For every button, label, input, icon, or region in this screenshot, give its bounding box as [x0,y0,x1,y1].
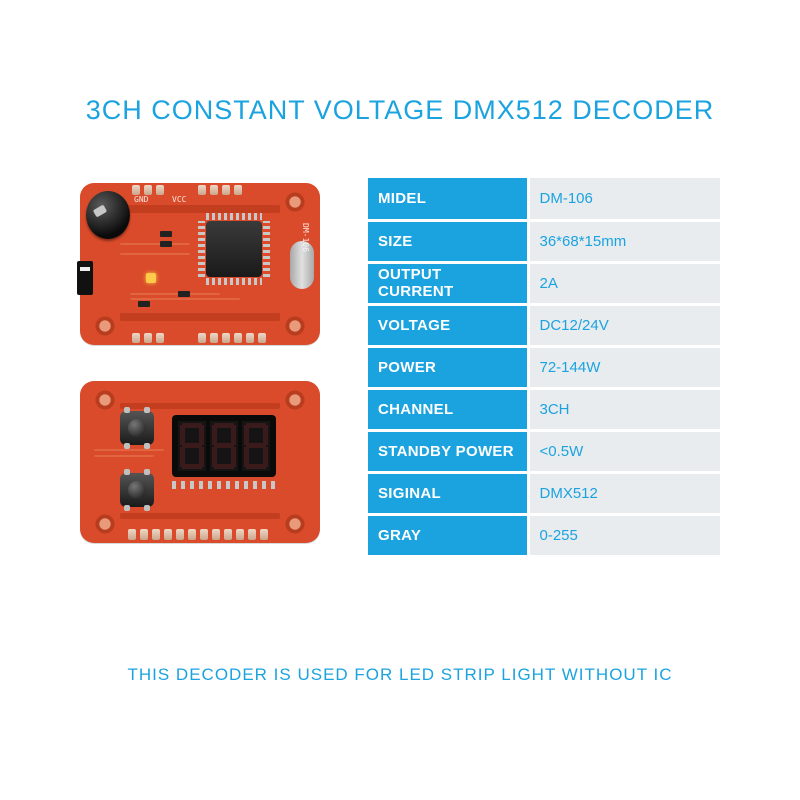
table-row: STANDBY POWER <0.5W [368,430,720,472]
spec-value: DC12/24V [528,304,720,346]
status-led-icon [146,273,156,283]
table-row: SIZE 36*68*15mm [368,220,720,262]
spec-value: 2A [528,262,720,304]
silk-label: GND [134,195,148,204]
table-row: VOLTAGE DC12/24V [368,304,720,346]
pcb-image-column: GND VCC DM-106 [80,178,340,558]
spec-table: MIDEL DM-106 SIZE 36*68*15mm OUTPUT CURR… [368,178,720,558]
spec-label: VOLTAGE [368,304,528,346]
spec-label: SIZE [368,220,528,262]
spec-value: <0.5W [528,430,720,472]
tact-button-icon [120,473,154,507]
spec-value: 72-144W [528,346,720,388]
spec-label: CHANNEL [368,388,528,430]
mosfet-icon [77,261,93,295]
table-row: CHANNEL 3CH [368,388,720,430]
spec-value: DMX512 [528,472,720,514]
pcb-bottom-illustration [80,381,320,543]
spec-value: DM-106 [528,178,720,220]
seven-segment-display-icon [172,415,276,477]
pcb-top-illustration: GND VCC DM-106 [80,183,320,345]
tact-button-icon [120,411,154,445]
silk-label: DM-106 [301,223,310,252]
spec-label: OUTPUT CURRENT [368,262,528,304]
table-row: GRAY 0-255 [368,514,720,556]
spec-value: 0-255 [528,514,720,556]
table-row: MIDEL DM-106 [368,178,720,220]
spec-table-body: MIDEL DM-106 SIZE 36*68*15mm OUTPUT CURR… [368,178,720,556]
content-row: GND VCC DM-106 [80,178,720,558]
spec-label: MIDEL [368,178,528,220]
spec-value: 36*68*15mm [528,220,720,262]
table-row: SIGINAL DMX512 [368,472,720,514]
silk-label: VCC [172,195,186,204]
table-row: OUTPUT CURRENT 2A [368,262,720,304]
spec-label: POWER [368,346,528,388]
capacitor-icon [86,191,130,239]
spec-label: STANDBY POWER [368,430,528,472]
spec-value: 3CH [528,388,720,430]
mcu-chip-icon [206,221,262,277]
spec-label: SIGINAL [368,472,528,514]
footnote-text: THIS DECODER IS USED FOR LED STRIP LIGHT… [0,665,800,685]
spec-label: GRAY [368,514,528,556]
page-title: 3CH CONSTANT VOLTAGE DMX512 DECODER [0,95,800,126]
table-row: POWER 72-144W [368,346,720,388]
